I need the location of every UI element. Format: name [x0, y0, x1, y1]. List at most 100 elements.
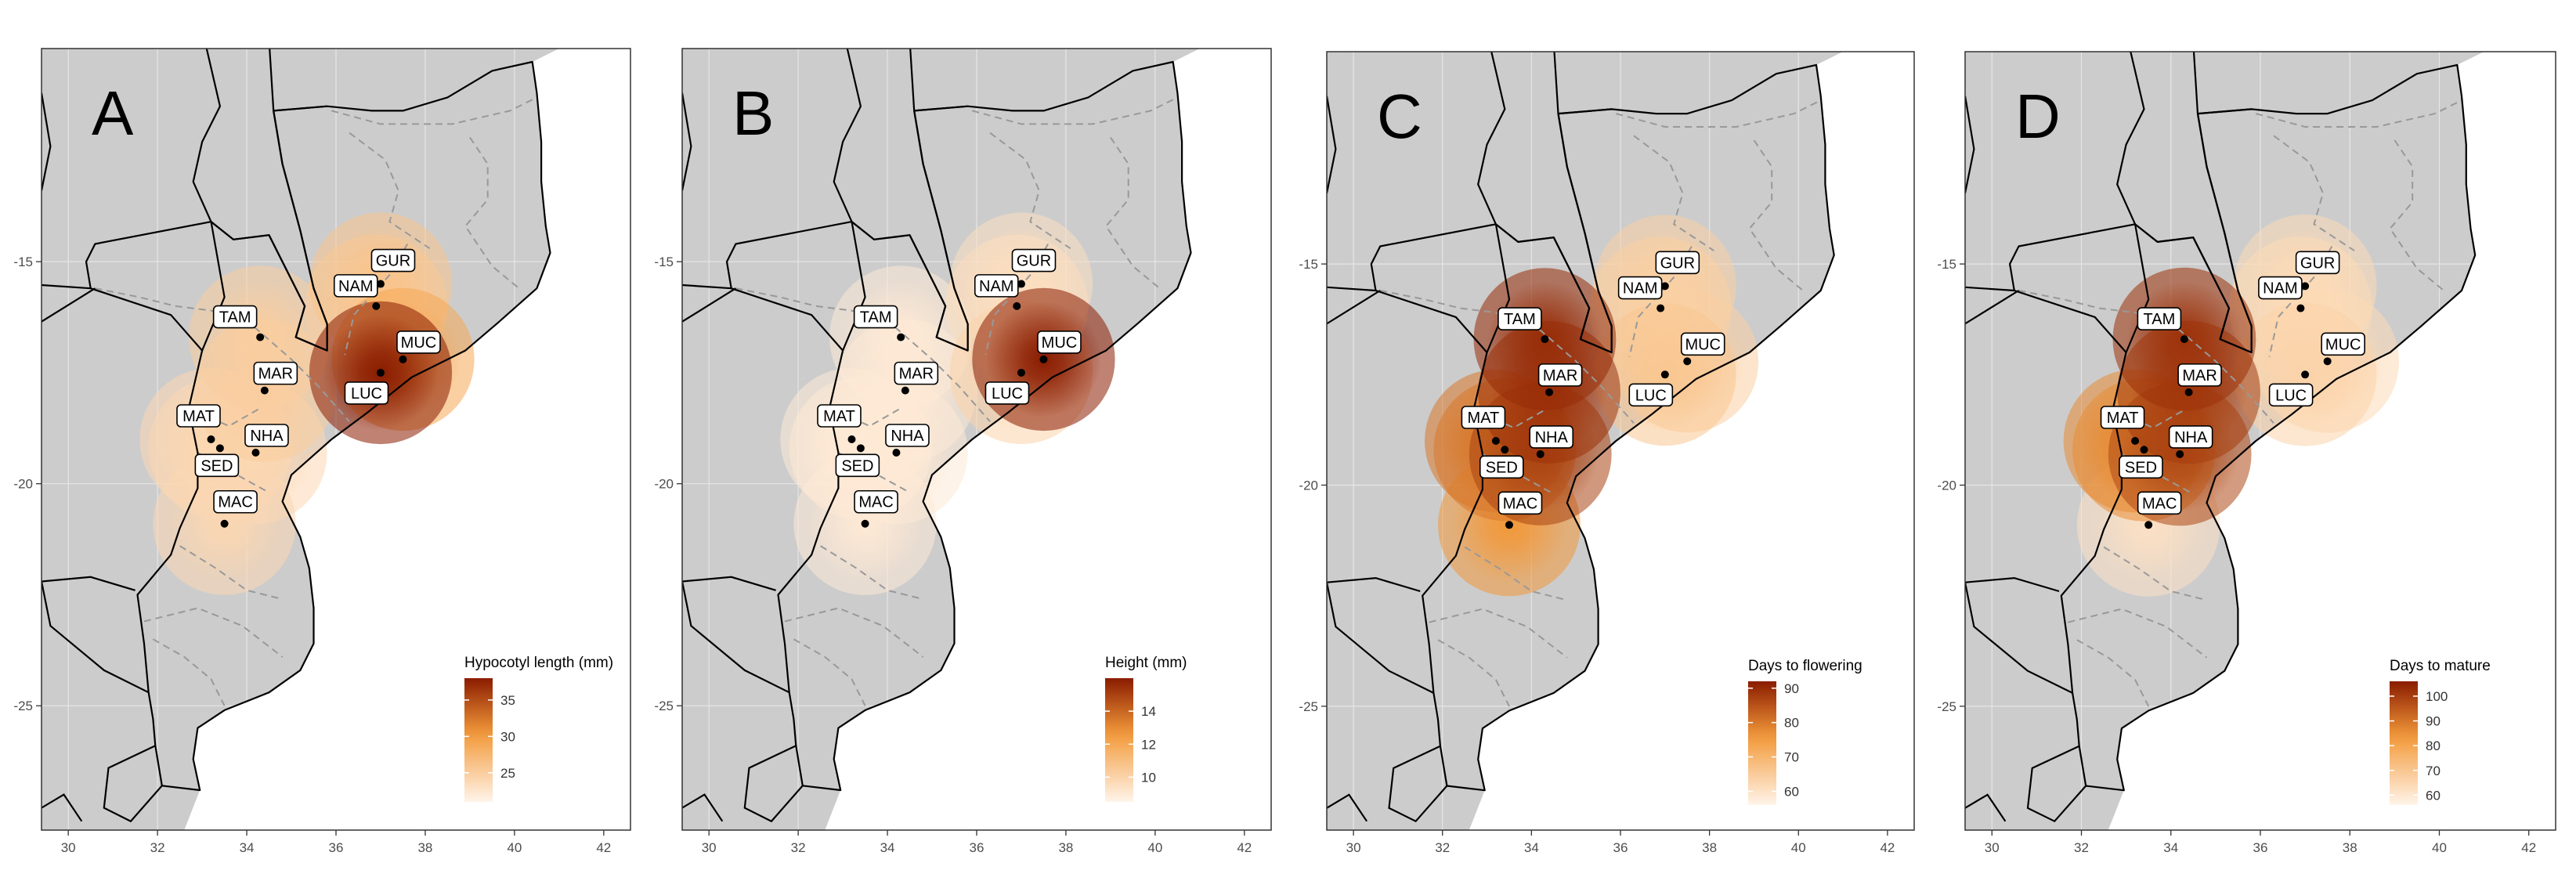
country-border — [682, 283, 732, 290]
x-tick-label: 40 — [1147, 840, 1162, 855]
site-label-nam: NAM — [979, 278, 1013, 295]
site-label-muc: MUC — [1042, 334, 1078, 352]
legend-tick-label: 70 — [1784, 750, 1799, 765]
site-label-box — [344, 381, 389, 405]
ocean — [1469, 52, 1914, 830]
site-label-box — [1498, 491, 1543, 515]
site-point-tam — [1541, 335, 1549, 344]
country-border — [1558, 108, 1612, 115]
site-point-mac — [2144, 521, 2153, 529]
legend-tick-label: 90 — [2426, 714, 2441, 729]
x-tick-label: 42 — [596, 840, 611, 855]
site-label-box — [2137, 307, 2182, 330]
x-tick-label: 30 — [1985, 840, 2000, 855]
y-tick-label: -15 — [13, 255, 33, 269]
site-point-muc — [1039, 355, 1048, 363]
site-label-box — [370, 248, 416, 273]
site-point-sed — [1501, 446, 1509, 454]
site-label-box — [253, 361, 298, 385]
site-point-mar — [260, 386, 269, 395]
river-line — [784, 607, 924, 658]
site-label-box — [1529, 425, 1574, 449]
site-label-muc: MUC — [401, 334, 437, 352]
site-label-box — [1498, 307, 1542, 330]
river-line — [1437, 639, 1510, 707]
site-label-box — [244, 424, 289, 447]
country-border — [1327, 576, 1421, 593]
river-line — [1616, 99, 1822, 128]
country-border — [682, 793, 724, 822]
site-point-mar — [2184, 388, 2193, 396]
legend-tick-label: 80 — [2426, 738, 2441, 753]
x-tick-label: 32 — [150, 840, 165, 855]
site-point-mar — [1545, 388, 1554, 396]
site-label-box — [835, 453, 880, 478]
x-tick-label: 30 — [702, 840, 717, 855]
river-line — [989, 132, 1071, 250]
country-border — [42, 287, 96, 323]
x-tick-label: 42 — [1237, 840, 1252, 855]
river-line — [179, 545, 283, 601]
river-line — [2389, 139, 2444, 291]
country-border — [273, 105, 327, 112]
site-label-gur: GUR — [1017, 253, 1051, 270]
site-label-mat: MAT — [2107, 410, 2139, 427]
site-label-box — [2295, 251, 2340, 275]
x-tick-label: 30 — [61, 840, 76, 855]
site-label-luc: LUC — [351, 385, 382, 403]
river-line — [2103, 546, 2207, 601]
country-border — [2125, 224, 2150, 353]
river-line — [2068, 608, 2208, 659]
site-point-luc — [2301, 370, 2310, 379]
site-label-box — [817, 404, 862, 428]
x-tick-label: 38 — [1702, 840, 1717, 855]
river-line — [2076, 639, 2150, 707]
site-label-box — [1011, 248, 1057, 273]
legend-tick-label: 60 — [1784, 784, 1799, 799]
legend-tick-label: 60 — [2426, 788, 2441, 803]
country-border — [1388, 745, 1448, 823]
site-label-box — [894, 361, 939, 385]
country-border — [1327, 793, 1368, 822]
x-tick-label: 30 — [1346, 840, 1361, 855]
site-label-box — [1461, 406, 1506, 429]
panel-letter: A — [92, 78, 134, 148]
site-label-box — [2177, 363, 2222, 387]
y-tick-label: -25 — [654, 699, 674, 713]
site-point-nha — [892, 449, 901, 457]
country-border — [215, 17, 242, 49]
site-point-tam — [897, 333, 905, 341]
river-line — [349, 132, 431, 250]
country-border — [1327, 96, 1337, 193]
legend-tick-label: 10 — [1141, 770, 1156, 785]
site-label-box — [885, 424, 930, 447]
site-label-sed: SED — [201, 457, 233, 475]
site-label-box — [333, 274, 378, 298]
site-label-box — [194, 453, 240, 478]
site-label-tam: TAM — [1504, 311, 1536, 328]
site-label-nha: NHA — [1535, 429, 1569, 446]
site-label-sed: SED — [1486, 459, 1518, 476]
river-line — [152, 638, 226, 706]
site-point-muc — [399, 355, 407, 363]
site-label-box — [213, 489, 258, 514]
y-tick-label: -20 — [654, 477, 674, 492]
country-border — [1965, 582, 2073, 694]
site-point-mac — [861, 519, 869, 528]
site-label-box — [1479, 455, 1524, 479]
site-label-mac: MAC — [858, 494, 893, 511]
country-border — [201, 221, 226, 352]
river-line — [1429, 608, 1568, 659]
site-label-box — [985, 381, 1030, 405]
x-tick-label: 36 — [970, 840, 985, 855]
site-label-box — [396, 330, 441, 354]
site-label-mac: MAC — [218, 494, 252, 511]
x-tick-label: 32 — [2074, 840, 2089, 855]
site-label-box — [212, 305, 258, 329]
site-label-tam: TAM — [860, 309, 892, 327]
country-border — [682, 581, 790, 694]
